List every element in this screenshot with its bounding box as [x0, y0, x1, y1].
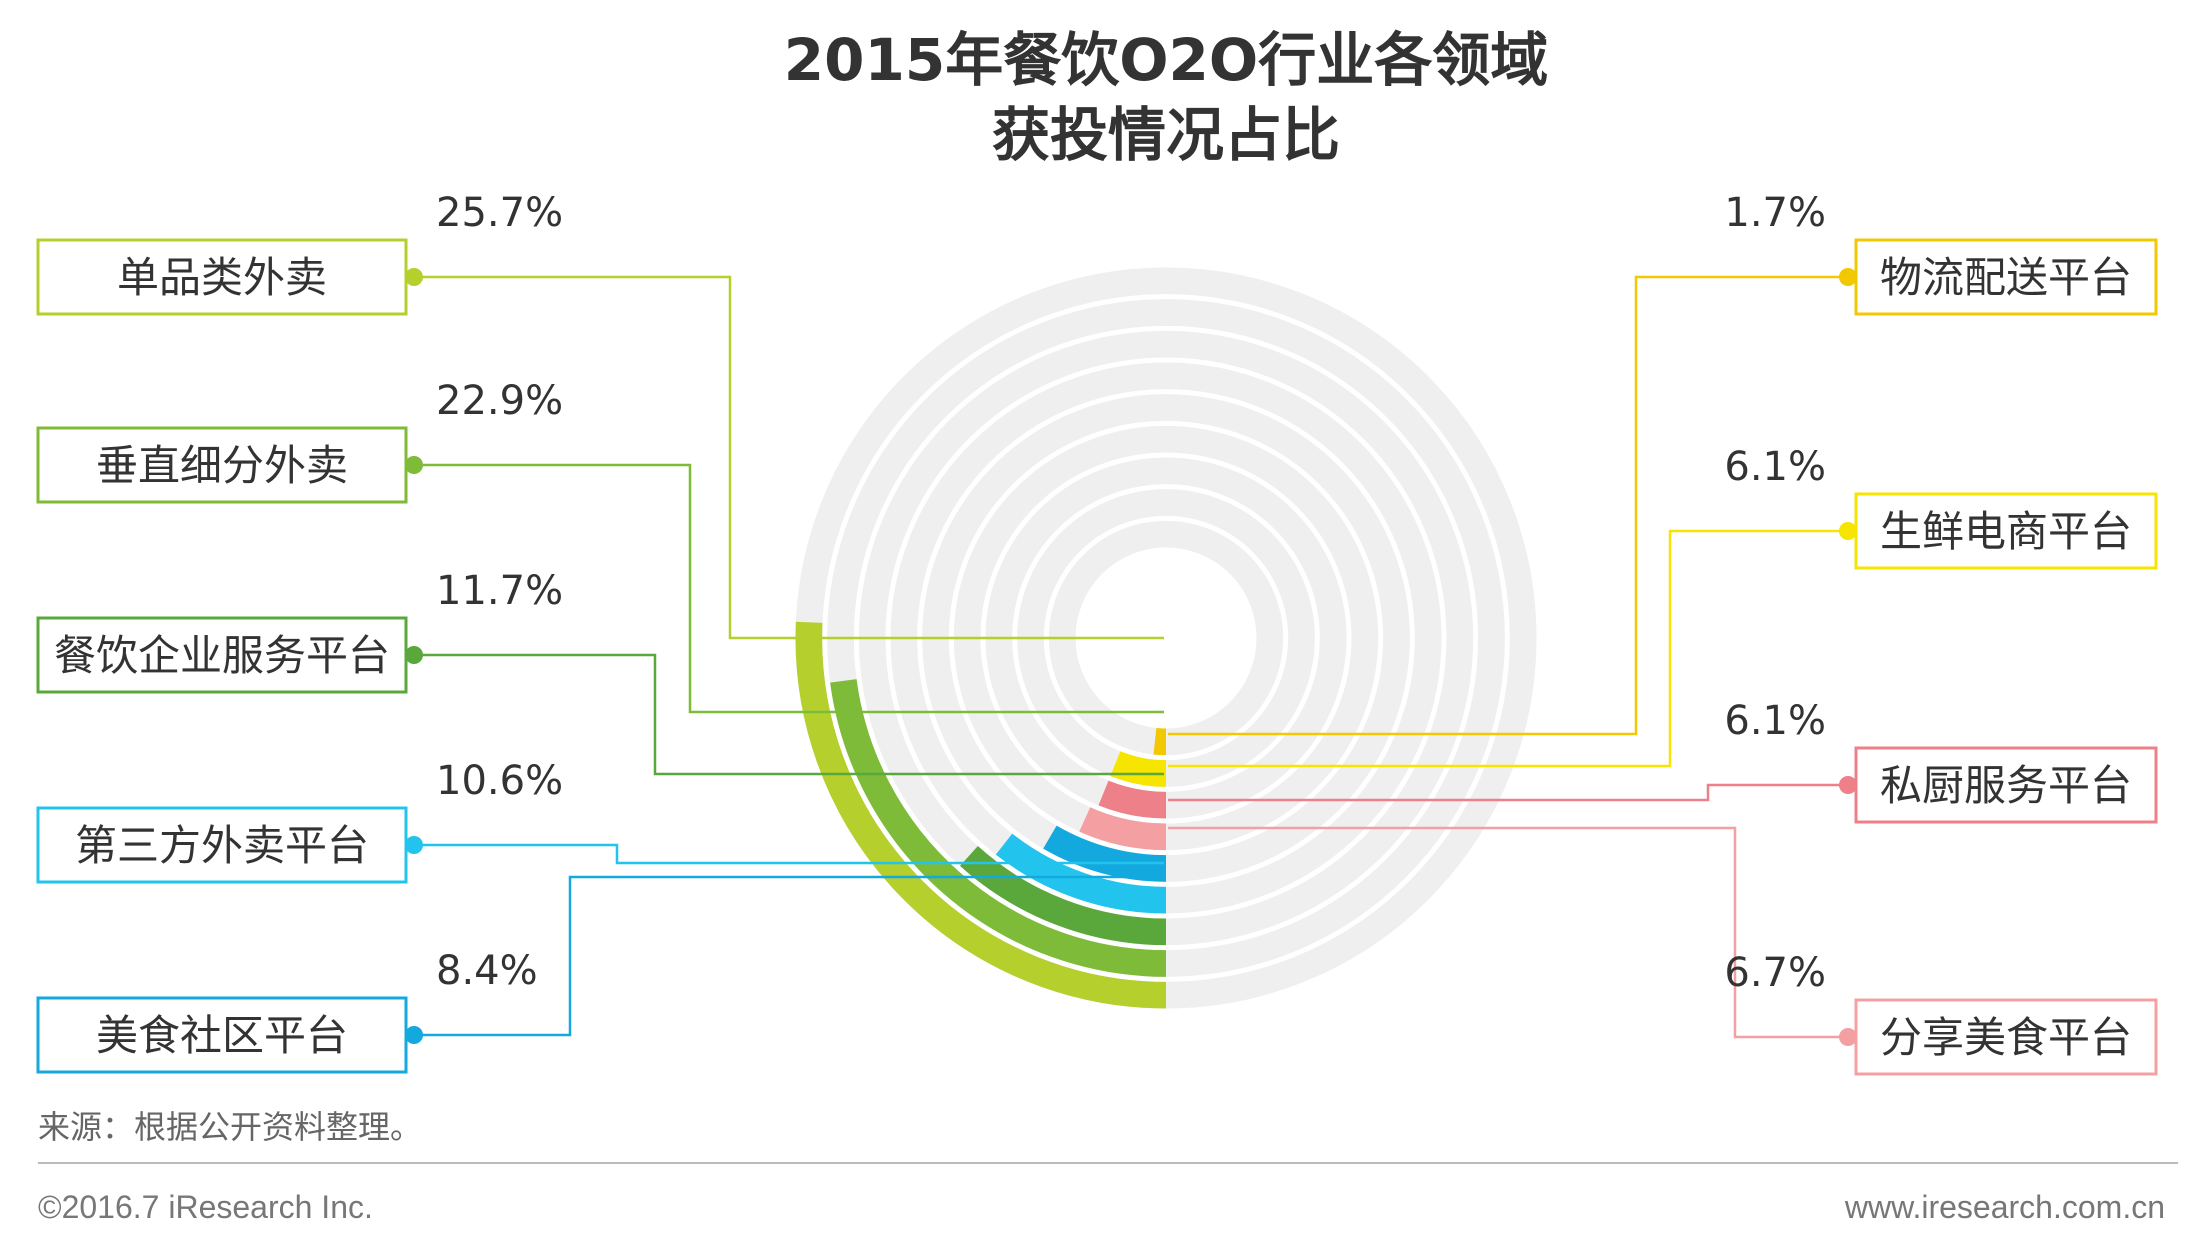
arc-1 [795, 621, 1167, 1009]
label-box [36, 426, 408, 504]
label-box [1854, 746, 2158, 824]
arc-3 [959, 845, 1167, 946]
arc-9 [1153, 727, 1167, 756]
leader-line [1168, 783, 1848, 802]
value-label: 10.6% [436, 758, 563, 804]
arc-2 [830, 679, 1167, 977]
leader-dot [1839, 268, 1857, 286]
leader-dot [405, 456, 423, 474]
value-label: 11.7% [436, 568, 563, 614]
value-label: 6.7% [1724, 950, 1826, 996]
category-label: 第三方外卖平台 [75, 821, 369, 870]
category-label: 餐饮企业服务平台 [54, 631, 390, 680]
leader-dot [1839, 1028, 1857, 1046]
value-label: 1.7% [1724, 190, 1826, 236]
leader-line [414, 875, 1164, 1037]
label-box [36, 996, 408, 1074]
category-label: 单品类外卖 [117, 253, 327, 302]
value-label: 25.7% [436, 190, 563, 236]
category-label: 私厨服务平台 [1880, 761, 2132, 810]
leader-line [1168, 529, 1848, 768]
arc-8 [1110, 751, 1167, 787]
label-box [1854, 492, 2158, 570]
leader-line [414, 275, 1164, 640]
category-label: 垂直细分外卖 [96, 441, 348, 490]
copyright: ©2016.7 iResearch Inc. [38, 1189, 373, 1225]
website: www.iresearch.com.cn [1844, 1189, 2165, 1225]
leader-dot [405, 268, 423, 286]
category-label: 物流配送平台 [1880, 253, 2132, 302]
category-label: 生鲜电商平台 [1880, 507, 2132, 556]
leader-dot [405, 836, 423, 854]
leader-line [1168, 826, 1848, 1039]
arc-4 [995, 833, 1167, 914]
leader-line [414, 653, 1164, 776]
category-label: 美食社区平台 [96, 1011, 348, 1060]
leader-dot [1839, 522, 1857, 540]
leader-lines [414, 275, 1848, 1039]
leader-line [414, 463, 1164, 714]
value-label: 22.9% [436, 378, 563, 424]
value-label: 6.1% [1724, 698, 1826, 744]
source-note: 来源：根据公开资料整理。 [38, 1108, 422, 1146]
category-labels: 单品类外卖 25.7% 垂直细分外卖 22.9% 餐饮企业服务平台 11.7% 第三方外卖平… [36, 190, 2158, 1076]
arc-5 [1043, 825, 1167, 882]
label-box [1854, 998, 2158, 1076]
chart-title-line-1: 2015年餐饮O2O行业各领域 [784, 26, 1548, 94]
chart-title-line-2: 获投情况占比 [992, 101, 1340, 169]
arc-7 [1098, 780, 1167, 819]
category-label: 分享美食平台 [1880, 1013, 2132, 1062]
label-box [36, 806, 408, 884]
leader-dot [405, 646, 423, 664]
leader-dot [405, 1026, 423, 1044]
arc-6 [1079, 807, 1167, 851]
value-label: 6.1% [1724, 444, 1826, 490]
leader-dot [1839, 776, 1857, 794]
value-label: 8.4% [436, 948, 538, 994]
leader-line [1168, 275, 1848, 736]
leader-line [414, 843, 1164, 865]
data-arcs [795, 621, 1167, 1009]
